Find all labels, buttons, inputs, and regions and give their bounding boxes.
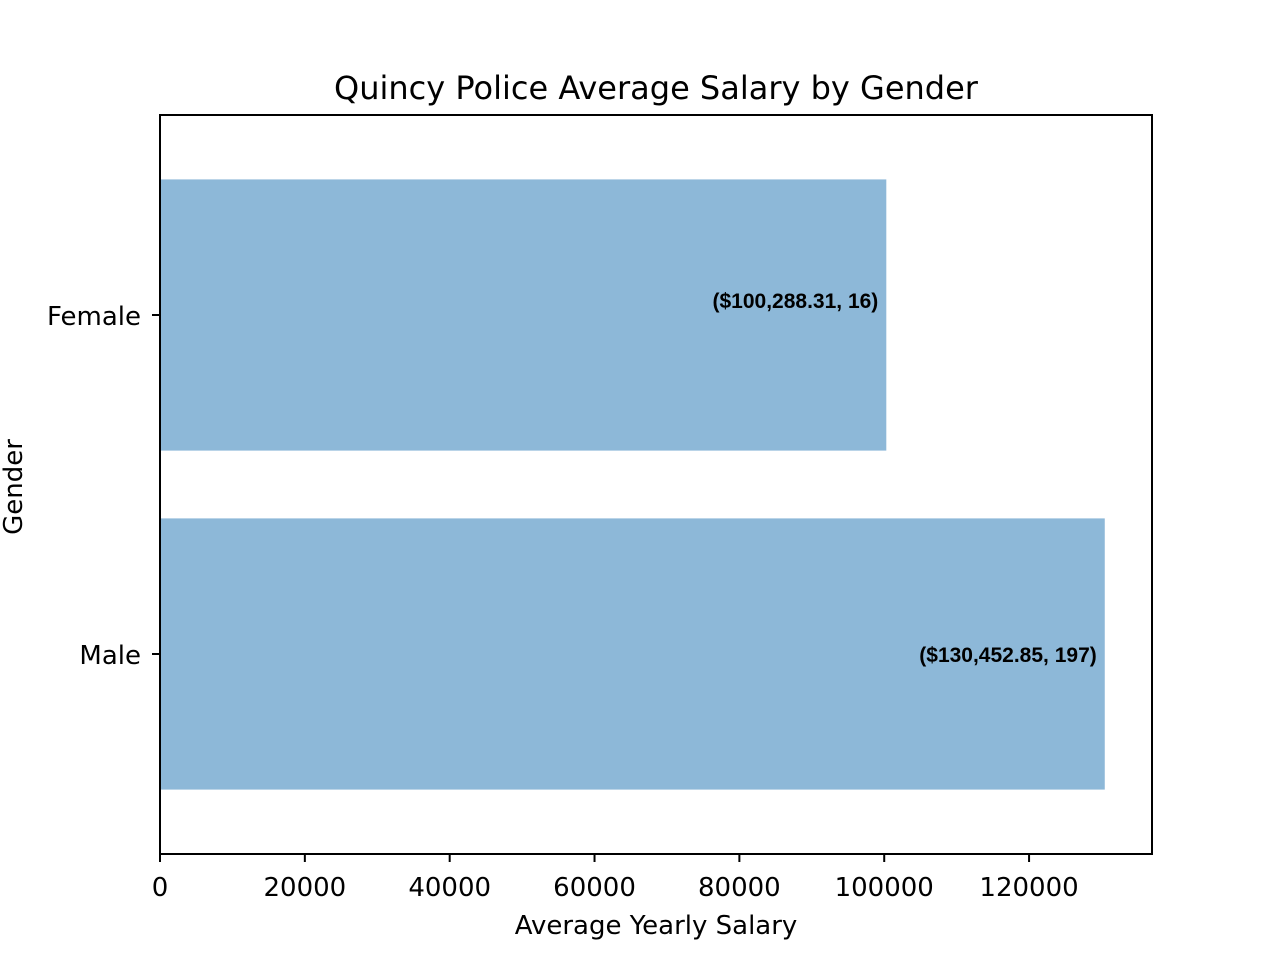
y-tick-label-male: Male [79,641,141,671]
x-tick-label-80000: 80000 [698,873,781,903]
x-tick-label-0: 0 [152,873,169,903]
x-axis-ticks: 0 20000 40000 60000 80000 100000 120000 [152,854,1079,903]
x-tick-label-20000: 20000 [263,873,346,903]
bar-male [160,518,1105,790]
data-labels-layer: ($130,452.85, 197) ($100,288.31, 16) [713,290,1097,667]
y-axis-ticks: Male Female [47,302,160,671]
y-tick-label-female: Female [47,302,141,332]
x-tick-label-60000: 60000 [553,873,636,903]
chart-title: Quincy Police Average Salary by Gender [334,69,979,107]
x-tick-label-100000: 100000 [835,873,934,903]
data-label-female: ($100,288.31, 16) [713,290,879,313]
y-axis-label: Gender [0,439,29,535]
x-tick-label-120000: 120000 [979,873,1078,903]
data-label-male: ($130,452.85, 197) [919,644,1096,667]
x-tick-label-40000: 40000 [408,873,491,903]
x-axis-label: Average Yearly Salary [515,911,798,941]
plot-frame [159,114,1153,855]
bar-female [160,179,887,451]
bars-layer [160,179,1105,790]
